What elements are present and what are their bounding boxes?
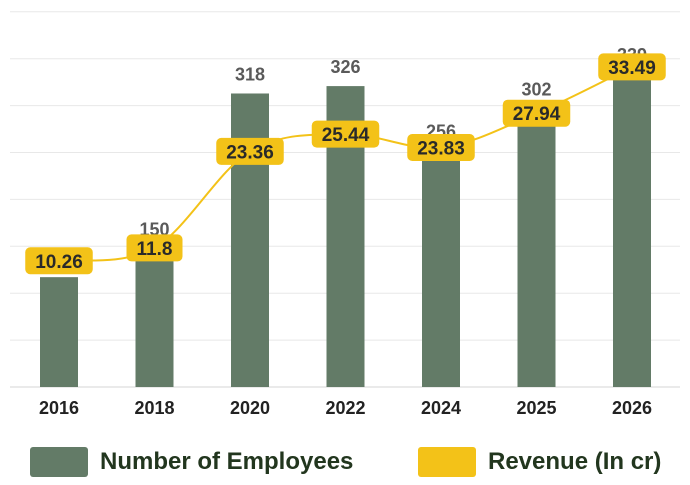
x-tick-label: 2020: [230, 398, 270, 418]
revenue-value-labels: 10.26 11.8 23.36 25.44 23.83 27.94 33.49: [25, 53, 666, 275]
legend-label-revenue: Revenue (In cr): [488, 448, 662, 475]
employee-bars: [40, 74, 651, 388]
bar-2025: [517, 108, 556, 387]
revenue-point-2020: 23.36: [216, 137, 284, 165]
revenue-value-label: 23.36: [226, 142, 274, 163]
revenue-value-label: 33.49: [608, 58, 656, 79]
revenue-label-box: [311, 120, 380, 148]
x-axis-tick-labels: 2016 2018 2020 2022 2024 2025 2026: [39, 398, 652, 418]
x-tick-label: 2022: [325, 398, 365, 418]
bar-value-label: 302: [521, 79, 551, 99]
revenue-point-2026: 33.49: [598, 53, 666, 81]
revenue-label-box: [216, 137, 284, 165]
bar-2024: [422, 150, 460, 387]
legend-swatch-employees: [30, 447, 88, 477]
revenue-label-box: [502, 99, 571, 127]
revenue-label-box: [25, 247, 93, 275]
x-tick-label: 2018: [134, 398, 174, 418]
revenue-value-label: 25.44: [322, 125, 370, 146]
bar-2026: [613, 74, 651, 387]
bar-value-label: 326: [330, 57, 360, 77]
revenue-value-label: 27.94: [513, 104, 561, 125]
bar-2016: [40, 277, 78, 387]
revenue-point-2022: 25.44: [311, 120, 380, 148]
bar-2018: [135, 248, 174, 387]
legend-swatch-revenue: [418, 447, 476, 477]
revenue-label-box: [126, 234, 183, 262]
bar-value-label: 318: [235, 64, 265, 84]
bar-2020: [231, 93, 269, 388]
revenue-point-2024: 23.83: [407, 134, 475, 162]
x-tick-label: 2016: [39, 398, 79, 418]
x-tick-label: 2026: [612, 398, 652, 418]
x-tick-label: 2024: [421, 398, 461, 418]
legend-label-employees: Number of Employees: [100, 448, 354, 475]
x-tick-label: 2025: [516, 398, 556, 418]
combo-chart: 119150318326256302339 10.2611.823.3625.4…: [10, 11, 680, 418]
revenue-point-2016: 10.26: [25, 247, 93, 275]
revenue-value-label: 10.26: [35, 252, 83, 273]
revenue-value-label: 23.83: [417, 139, 465, 160]
revenue-label-box: [598, 53, 666, 81]
revenue-value-label: 11.8: [137, 239, 173, 260]
revenue-point-2025: 27.94: [502, 99, 571, 127]
legend-item-employees: Number of Employees: [30, 444, 353, 480]
revenue-point-2018: 11.8: [126, 234, 183, 262]
legend-item-revenue: Revenue (In cr): [418, 444, 661, 480]
revenue-label-box: [407, 134, 475, 162]
